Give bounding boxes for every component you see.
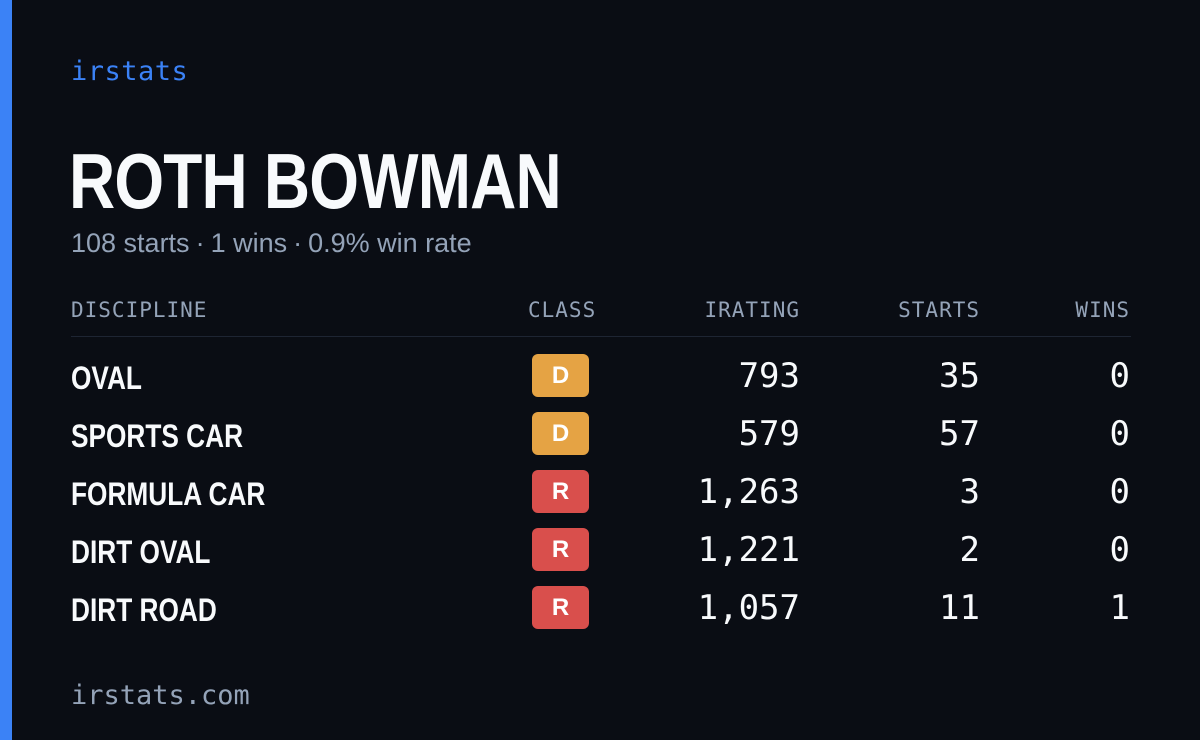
wins-value: 0 [1109,356,1130,396]
header-class: CLASS [528,298,597,322]
table-row: OVAL D 793 35 0 [71,354,1131,412]
irating-value: 1,221 [697,530,800,570]
table-row: SPORTS CAR D 579 57 0 [71,412,1131,470]
header-starts: STARTS [898,298,980,322]
wins-value: 1 [1109,588,1130,628]
class-badge: R [532,586,589,629]
starts-value: 2 [959,530,980,570]
class-badge: R [532,528,589,571]
irating-value: 1,057 [697,588,800,628]
discipline-name: DIRT OVAL [71,534,211,570]
summary-separator: · [293,228,303,258]
header-discipline: DISCIPLINE [71,298,208,322]
brand-logo-text: irstats [71,56,189,87]
table-row: DIRT OVAL R 1,221 2 0 [71,528,1131,586]
summary-wins: 1 wins [210,228,288,258]
starts-value: 11 [939,588,980,628]
summary-separator: · [195,228,205,258]
header-irating: IRATING [704,298,800,322]
summary-win-rate: 0.9% win rate [308,228,472,258]
header-divider [71,336,1131,337]
starts-value: 57 [939,414,980,454]
irating-value: 579 [738,414,800,454]
class-badge: D [532,354,589,397]
table-row: DIRT ROAD R 1,057 11 1 [71,586,1131,644]
irating-value: 793 [738,356,800,396]
class-badge: D [532,412,589,455]
wins-value: 0 [1109,530,1130,570]
accent-bar [0,0,12,740]
wins-value: 0 [1109,472,1130,512]
driver-name: ROTH BOWMAN [69,137,562,225]
header-wins: WINS [1075,298,1130,322]
starts-value: 3 [959,472,980,512]
starts-value: 35 [939,356,980,396]
wins-value: 0 [1109,414,1130,454]
discipline-name: SPORTS CAR [71,418,244,454]
irating-value: 1,263 [697,472,800,512]
discipline-name: OVAL [71,360,142,396]
driver-summary: 108 starts · 1 wins · 0.9% win rate [71,228,472,259]
footer-url: irstats.com [71,680,250,711]
class-badge: R [532,470,589,513]
summary-starts: 108 starts [71,228,190,258]
table-row: FORMULA CAR R 1,263 3 0 [71,470,1131,528]
discipline-name: FORMULA CAR [71,476,266,512]
discipline-name: DIRT ROAD [71,592,217,628]
